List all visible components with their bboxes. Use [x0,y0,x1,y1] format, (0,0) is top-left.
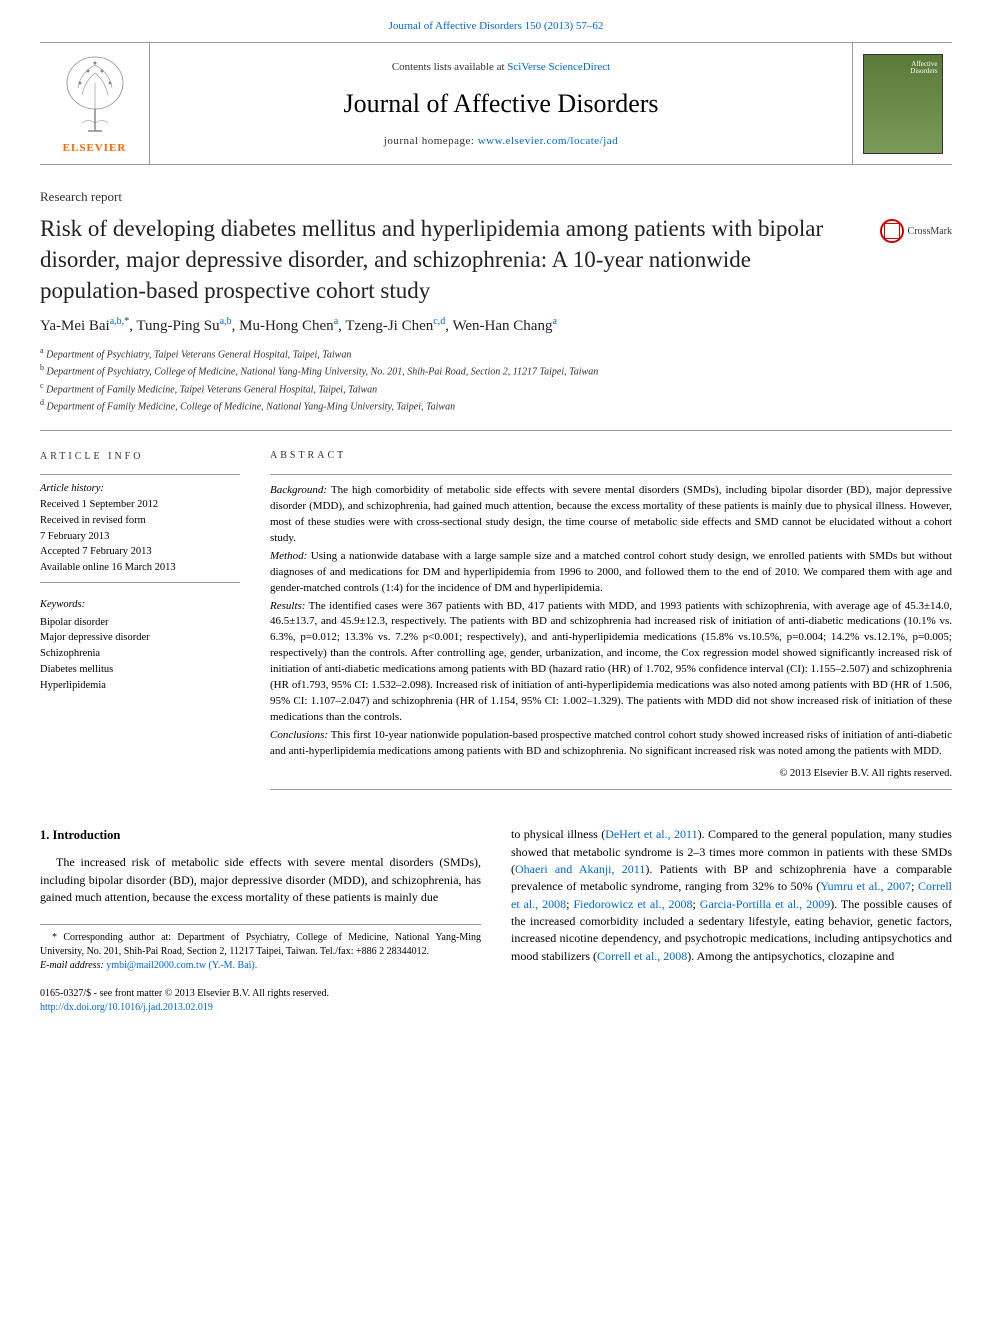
footnotes: * Corresponding author at: Department of… [40,924,481,973]
keyword-4: Diabetes mellitus [40,662,240,678]
affil-c: Department of Family Medicine, Taipei Ve… [46,384,377,395]
author-2[interactable]: , Tung-Ping Su [129,318,219,334]
divider [40,430,952,431]
affil-b: Department of Psychiatry, College of Med… [47,367,599,378]
email-label: E-mail address: [40,960,104,971]
info-heading: ARTICLE INFO [40,449,240,464]
crossmark-label: CrossMark [908,226,952,237]
crossmark-badge[interactable]: CrossMark [880,219,952,243]
ref-fiedorowicz[interactable]: Fiedorowicz et al., 2008 [573,897,692,911]
article-title: Risk of developing diabetes mellitus and… [40,213,880,306]
intro-para-right: to physical illness (DeHert et al., 2011… [511,826,952,965]
abstract-copyright: © 2013 Elsevier B.V. All rights reserved… [270,766,952,781]
author-3[interactable]: , Mu-Hong Chen [232,318,334,334]
right-column: to physical illness (DeHert et al., 2011… [511,826,952,973]
history-online: Available online 16 March 2013 [40,560,240,576]
cover-title-text: Affective Disorders [910,61,937,76]
method-label: Method: [270,550,307,562]
rp-s3: ; [911,879,918,893]
results-text: The identified cases were 367 patients w… [270,600,952,724]
email-link[interactable]: ymbi@mail2000.com.tw (Y.-M. Bai). [104,960,257,971]
history-received: Received 1 September 2012 [40,497,240,513]
article-history: Article history: Received 1 September 20… [40,474,240,583]
ref-correll-2[interactable]: Correll et al., 2008 [597,949,687,963]
authors-list: Ya-Mei Baia,b,*, Tung-Ping Sua,b, Mu-Hon… [40,316,952,335]
author-1[interactable]: Ya-Mei Bai [40,318,110,334]
affiliations: a Department of Psychiatry, Taipei Veter… [40,345,952,414]
rp-s5: ; [693,897,700,911]
footer: 0165-0327/$ - see front matter © 2013 El… [40,987,952,1015]
homepage-prefix: journal homepage: [384,135,478,147]
abstract-heading: ABSTRACT [270,449,952,464]
section-num: 1. [40,828,49,842]
article-info-sidebar: ARTICLE INFO Article history: Received 1… [40,449,240,790]
bg-label: Background: [270,484,327,496]
journal-title: Journal of Affective Disorders [160,89,842,119]
journal-header: ELSEVIER Contents lists available at Sci… [40,42,952,165]
left-column: 1. Introduction The increased risk of me… [40,826,481,973]
author-5-aff: a [552,316,556,327]
keywords-label: Keywords: [40,597,240,613]
author-5[interactable]: , Wen-Han Chang [445,318,552,334]
contents-available: Contents lists available at SciVerse Sci… [160,61,842,73]
elsevier-text: ELSEVIER [63,142,127,154]
history-label: Article history: [40,481,240,497]
header-citation: Journal of Affective Disorders 150 (2013… [0,0,992,42]
journal-homepage: journal homepage: www.elsevier.com/locat… [160,135,842,147]
keyword-3: Schizophrenia [40,646,240,662]
ref-ohaeri[interactable]: Ohaeri and Akanji, 2011 [515,862,645,876]
article-type: Research report [40,189,952,205]
elsevier-logo[interactable]: ELSEVIER [40,43,150,164]
history-revised: Received in revised form 7 February 2013 [40,513,240,545]
issn-line: 0165-0327/$ - see front matter © 2013 El… [40,987,952,1001]
keyword-5: Hyperlipidemia [40,678,240,694]
cover-thumbnail: Affective Disorders [863,54,943,154]
affil-a: Department of Psychiatry, Taipei Veteran… [46,349,351,360]
ref-yumru[interactable]: Yumru et al., 2007 [820,879,911,893]
method-text: Using a nationwide database with a large… [270,550,952,594]
rp-t5: ). Among the antipsychotics, clozapine a… [687,949,894,963]
abstract-body: Background: The high comorbidity of meta… [270,474,952,790]
scidirect-link[interactable]: SciVerse ScienceDirect [507,61,610,73]
rp-t1: to physical illness ( [511,827,605,841]
body-text: 1. Introduction The increased risk of me… [40,826,952,973]
author-4[interactable]: , Tzeng-Ji Chen [338,318,433,334]
results-label: Results: [270,600,305,612]
section-title: Introduction [49,828,120,842]
ref-garcia[interactable]: Garcia-Portilla et al., 2009 [700,897,830,911]
ref-dehert[interactable]: DeHert et al., 2011 [605,827,697,841]
homepage-link[interactable]: www.elsevier.com/locate/jad [478,135,618,147]
keyword-2: Major depressive disorder [40,630,240,646]
doi-link[interactable]: http://dx.doi.org/10.1016/j.jad.2013.02.… [40,1002,213,1013]
affil-d: Department of Family Medicine, College o… [47,401,456,412]
journal-cover[interactable]: Affective Disorders [852,43,952,164]
bg-text: The high comorbidity of metabolic side e… [270,484,952,544]
history-accepted: Accepted 7 February 2013 [40,544,240,560]
corresponding-author: * Corresponding author at: Department of… [40,931,481,959]
contents-prefix: Contents lists available at [392,61,507,73]
author-4-aff: c,d [433,316,445,327]
abstract: ABSTRACT Background: The high comorbidit… [270,449,952,790]
crossmark-icon [880,219,904,243]
citation-link[interactable]: Journal of Affective Disorders 150 (2013… [389,20,604,32]
concl-text: This first 10-year nationwide population… [270,729,952,757]
author-2-aff: a,b [220,316,232,327]
author-1-aff: a,b, [110,316,124,327]
keyword-1: Bipolar disorder [40,615,240,631]
concl-label: Conclusions: [270,729,328,741]
intro-para-left: The increased risk of metabolic side eff… [40,854,481,906]
elsevier-tree-icon [60,53,130,138]
journal-header-center: Contents lists available at SciVerse Sci… [150,43,852,164]
section-1-heading: 1. Introduction [40,826,481,844]
